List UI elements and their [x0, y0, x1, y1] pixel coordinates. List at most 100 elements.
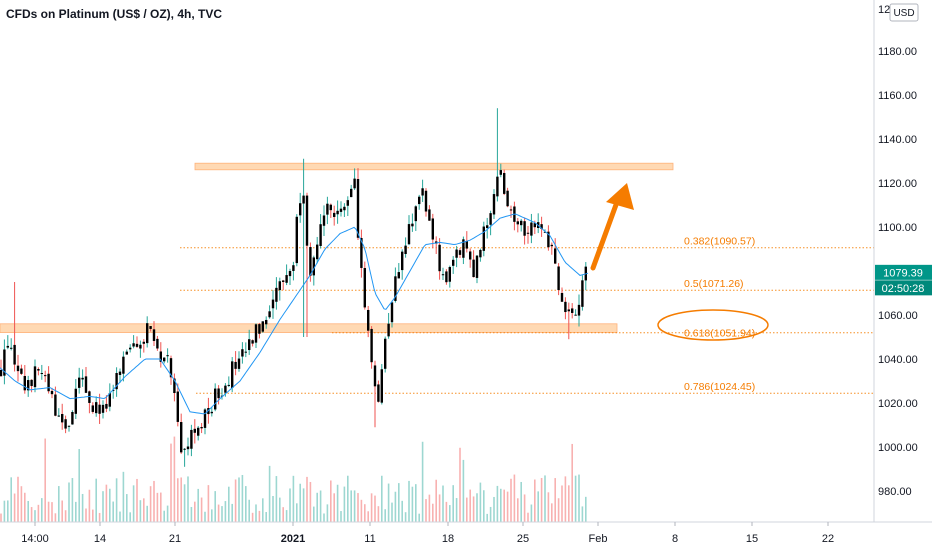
candle-body: [350, 188, 353, 198]
candle-body: [469, 251, 472, 260]
candle: [142, 339, 145, 353]
volume-bars: [0, 436, 587, 522]
candle-body: [431, 218, 434, 240]
candle-body: [414, 206, 417, 222]
candle-body: [343, 206, 346, 211]
candle-body: [20, 368, 23, 374]
candle: [370, 326, 373, 369]
candle: [186, 437, 190, 456]
candle: [129, 344, 132, 353]
volume-bar: [455, 498, 458, 522]
candle-body: [452, 259, 455, 266]
volume-bar: [265, 512, 267, 522]
candle-body: [244, 351, 247, 353]
candle-body: [520, 220, 523, 226]
candle: [190, 424, 193, 457]
candle: [326, 196, 329, 225]
volume-bar: [177, 478, 179, 522]
candle-body: [129, 347, 132, 350]
price-tick-label: 1120.00: [878, 178, 917, 190]
candle-body: [224, 385, 227, 393]
candle-body: [27, 380, 30, 391]
volume-bar: [292, 475, 295, 522]
candle-body: [380, 369, 383, 403]
candle-body: [377, 384, 380, 402]
volume-bar: [146, 505, 148, 522]
candle-body: [176, 391, 179, 422]
candle: [520, 218, 523, 232]
candle: [176, 383, 179, 427]
candle: [384, 336, 387, 373]
candle: [363, 261, 366, 310]
time-tick-label: 11: [364, 533, 375, 545]
support-resistance-zones[interactable]: [0, 162, 674, 333]
volume-bar: [517, 498, 519, 522]
volume-bar: [479, 482, 482, 522]
candle-body: [554, 248, 557, 264]
candle: [10, 338, 13, 351]
volume-bar: [534, 479, 536, 522]
candle: [122, 351, 125, 382]
highlight-ellipse[interactable]: [657, 309, 769, 341]
currency-badge[interactable]: USD: [889, 3, 919, 22]
horizontal-zone[interactable]: [194, 162, 674, 171]
candle-body: [3, 349, 6, 376]
candle-body: [557, 266, 560, 291]
candle: [95, 396, 98, 417]
candle: [401, 249, 404, 280]
candle: [268, 305, 271, 319]
price-axis[interactable]: 980.001000.001020.001040.001060.001080.0…: [878, 4, 918, 498]
volume-bar: [459, 447, 461, 522]
volume-bar: [156, 492, 159, 522]
candle-body: [261, 321, 264, 332]
volume-bar: [17, 476, 19, 522]
volume-bar: [561, 485, 563, 522]
volume-bar: [0, 513, 2, 522]
candle-body: [547, 231, 550, 248]
candle: [282, 279, 285, 291]
time-axis[interactable]: 14:00 14 21 2021 11 18 25 Feb 8 15 22: [21, 522, 834, 545]
volume-bar: [466, 497, 468, 522]
candle: [237, 351, 241, 372]
candle: [336, 200, 339, 224]
volume-bar: [411, 486, 414, 522]
candle: [479, 248, 482, 262]
candlesticks: [0, 108, 587, 467]
candle-body: [23, 375, 26, 391]
candle-body: [33, 366, 37, 388]
fib-level-label: 0.5(1071.26): [684, 278, 744, 290]
volume-bar: [170, 443, 172, 522]
candle: [132, 335, 135, 349]
candle-body: [67, 425, 71, 427]
candle: [37, 367, 40, 376]
candle-body: [302, 195, 305, 204]
volume-bar: [581, 506, 584, 522]
candle: [125, 349, 128, 355]
countdown-label: 02:50:28: [882, 283, 925, 295]
candle-body: [333, 212, 336, 217]
volume-bar: [207, 485, 210, 522]
candle: [64, 415, 67, 434]
candle-body: [105, 403, 108, 409]
candle-body: [16, 365, 20, 372]
candle: [105, 395, 108, 413]
candle: [183, 448, 186, 467]
volume-bar: [537, 491, 539, 522]
horizontal-zone[interactable]: [0, 323, 618, 333]
volume-bar: [500, 488, 502, 522]
candle-body: [326, 203, 329, 215]
candle-body: [401, 251, 404, 271]
candle: [33, 359, 37, 393]
volume-bar: [194, 501, 196, 522]
volume-bar: [3, 500, 6, 522]
candle: [254, 323, 258, 348]
candle: [472, 250, 475, 278]
volume-bar: [224, 501, 227, 522]
fibonacci-levels[interactable]: 0.382(1090.57) 0.5(1071.26) 0.618(1051.94)…: [180, 236, 874, 394]
volume-bar: [173, 436, 176, 522]
projection-arrow[interactable]: [590, 183, 634, 271]
volume-bar: [51, 502, 53, 522]
volume-bar: [326, 504, 329, 522]
chart-title: CFDs on Platinum (US$ / OZ), 4h, TVC: [6, 7, 222, 21]
